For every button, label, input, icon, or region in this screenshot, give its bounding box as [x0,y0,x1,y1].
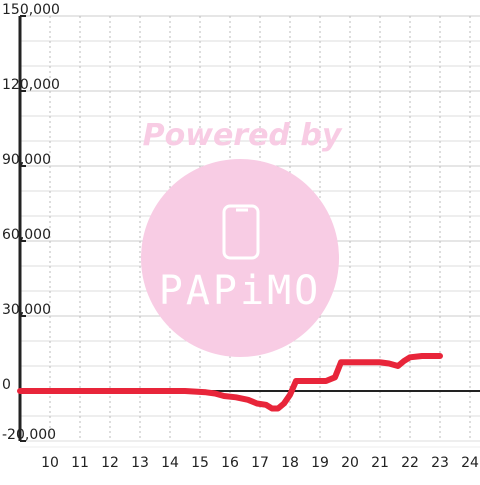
phone-icon [222,204,260,260]
x-tick-label: 14 [161,455,179,471]
series [17,353,443,412]
x-tick-label: 24 [461,455,479,471]
x-tick-label: 12 [101,455,119,471]
x-tick-label: 19 [311,455,329,471]
series-line [17,353,443,412]
x-tick-label: 20 [341,455,359,471]
x-tick-label: 18 [281,455,299,471]
y-tick-label: 0 [2,377,11,393]
x-tick-label: 23 [431,455,449,471]
y-tick-label: 120,000 [2,77,60,93]
grid [20,15,480,442]
y-tick-label: 90,000 [2,152,51,168]
x-tick-label: 11 [71,455,89,471]
x-tick-label: 15 [191,455,209,471]
tick-labels: -20,000 0 30,000 60,000 90,000 120,000 150,000… [2,2,479,471]
x-tick-label: 21 [371,455,389,471]
watermark-text: Powered by [143,118,343,153]
x-tick-label: 22 [401,455,419,471]
phone-body [222,204,260,260]
y-tick-label: 60,000 [2,227,51,243]
y-tick-label: 150,000 [2,2,60,18]
x-tick-label: 17 [251,455,269,471]
x-tick-label: 16 [221,455,239,471]
y-tick-label: -20,000 [2,427,56,443]
y-tick-label: 30,000 [2,302,51,318]
x-tick-label: 13 [131,455,149,471]
watermark: Powered by PAPiMO [141,118,343,357]
watermark-brand: PAPiMO [159,268,322,314]
x-tick-label: 10 [41,455,59,471]
